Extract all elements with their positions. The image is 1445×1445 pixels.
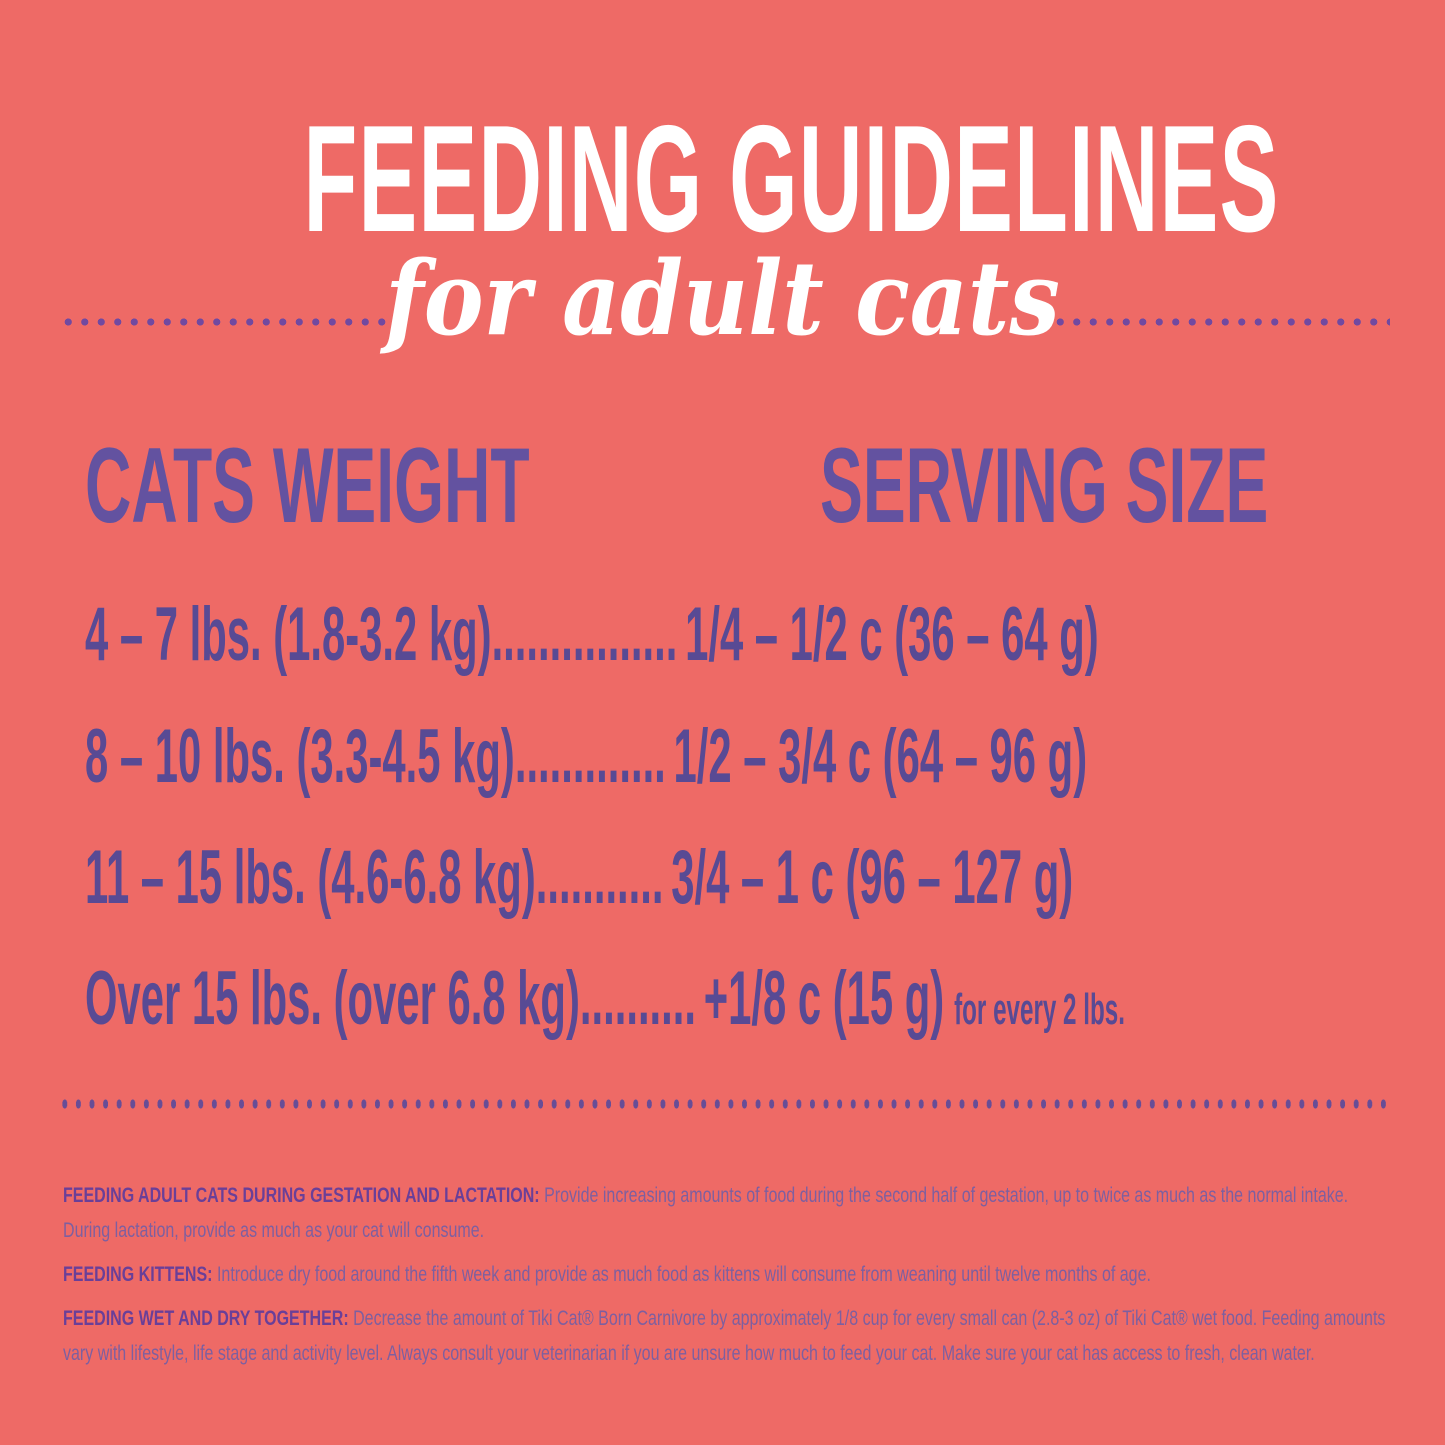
table-row: Over 15 lbs. (over 6.8 kg).......... +1/8… xyxy=(85,961,1125,1037)
serving-value: 1/2 – 3/4 c (64 – 96 g) xyxy=(673,714,1088,799)
weight-value: 8 – 10 lbs. (3.3-4.5 kg) xyxy=(85,714,515,799)
serving-value: +1/8 c (15 g) xyxy=(703,956,945,1041)
table-row: 4 – 7 lbs. (1.8-3.2 kg)................ 1… xyxy=(85,597,1109,673)
dot-leader: .......... xyxy=(579,956,697,1041)
table-row: 11 – 15 lbs. (4.6-6.8 kg)........... 3/4 … xyxy=(85,840,1083,916)
page-title: FEEDING GUIDELINES xyxy=(303,94,1280,264)
note-label: FEEDING ADULT CATS DURING GESTATION AND … xyxy=(63,1183,540,1207)
note-wet-and-dry: FEEDING WET AND DRY TOGETHER: Decrease t… xyxy=(63,1301,1397,1371)
table-row: 8 – 10 lbs. (3.3-4.5 kg)............. 1/2… xyxy=(85,719,1097,795)
note-text: Introduce dry food around the fifth week… xyxy=(216,1262,1151,1286)
weight-value: Over 15 lbs. (over 6.8 kg) xyxy=(85,956,580,1041)
page-subtitle: for adult cats xyxy=(385,239,1060,359)
serving-suffix: for every 2 lbs. xyxy=(954,985,1125,1034)
note-text: Decrease the amount of Tiki Cat® Born Ca… xyxy=(63,1306,1386,1365)
dotted-divider xyxy=(58,1097,1388,1111)
column-header-cats-weight: CATS WEIGHT xyxy=(85,425,530,545)
serving-value: 1/4 – 1/2 c (36 – 64 g) xyxy=(685,592,1099,677)
note-gestation-lactation: FEEDING ADULT CATS DURING GESTATION AND … xyxy=(63,1178,1397,1248)
note-text: Provide increasing amounts of food durin… xyxy=(63,1183,1349,1242)
feeding-notes: FEEDING ADULT CATS DURING GESTATION AND … xyxy=(63,1178,1397,1380)
note-label: FEEDING KITTENS: xyxy=(63,1262,213,1286)
column-header-serving-size: SERVING SIZE xyxy=(820,425,1269,545)
weight-value: 11 – 15 lbs. (4.6-6.8 kg) xyxy=(85,835,536,920)
serving-value: 3/4 – 1 c (96 – 127 g) xyxy=(671,835,1074,920)
dotted-line-right xyxy=(1052,317,1390,327)
note-label: FEEDING WET AND DRY TOGETHER: xyxy=(63,1306,349,1330)
dot-leader: ........... xyxy=(535,835,664,920)
note-kittens: FEEDING KITTENS: Introduce dry food arou… xyxy=(63,1257,1397,1292)
weight-value: 4 – 7 lbs. (1.8-3.2 kg) xyxy=(85,592,492,677)
dot-leader: ............. xyxy=(514,714,666,799)
dotted-line-left xyxy=(60,317,405,327)
dot-leader: ................ xyxy=(491,592,678,677)
